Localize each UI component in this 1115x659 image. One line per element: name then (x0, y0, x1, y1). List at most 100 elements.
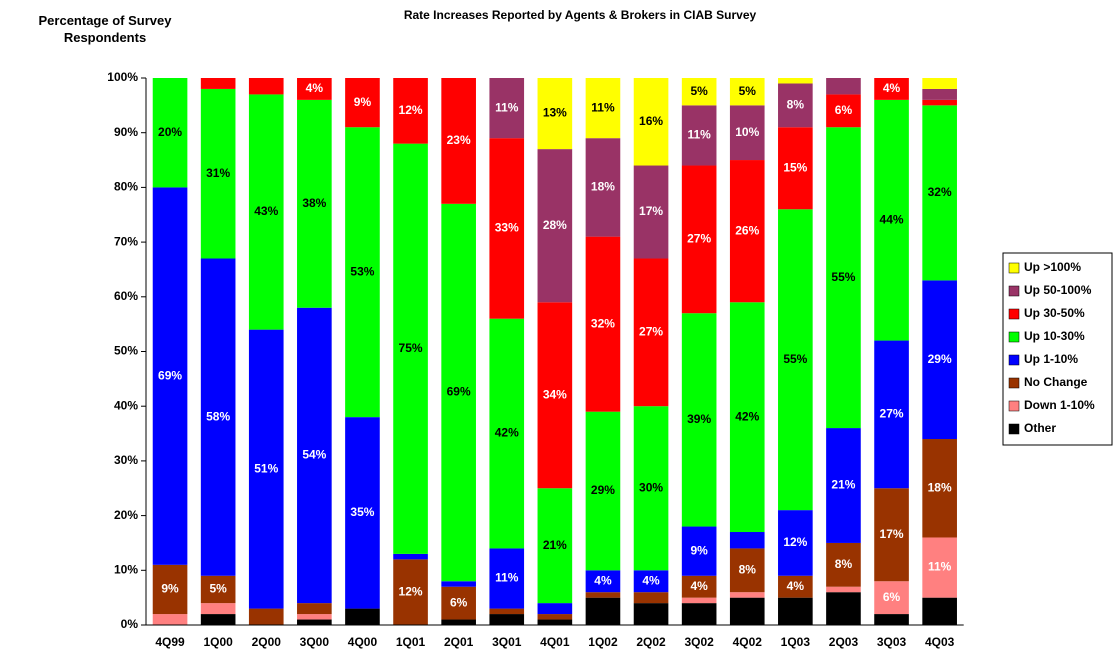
data-label: 51% (254, 461, 278, 475)
bar-segment (537, 603, 573, 615)
y-axis-title: Percentage of Survey Respondents (38, 13, 172, 45)
legend-label: Up >100% (1024, 260, 1081, 274)
bar-segment (489, 318, 525, 549)
bar-segment (585, 236, 621, 412)
bar-segment (248, 329, 284, 609)
legend-label: Up 1-10% (1024, 352, 1078, 366)
bar-segment (200, 575, 236, 604)
data-label: 9% (690, 543, 708, 557)
bar-segment (297, 603, 332, 615)
x-tick-label: 2Q02 (636, 635, 666, 649)
bar-segment (681, 165, 717, 314)
data-label: 5% (690, 84, 708, 98)
data-label: 27% (687, 232, 711, 246)
data-label: 20% (158, 125, 182, 139)
bar-segment (200, 78, 236, 89)
data-label: 27% (880, 407, 904, 421)
bar-segment (633, 78, 669, 166)
bar-segment (537, 488, 573, 604)
data-label: 26% (735, 223, 759, 237)
y-tick-label: 50% (114, 344, 138, 358)
x-tick-label: 2Q01 (444, 635, 474, 649)
chart-title: Rate Increases Reported by Agents & Brok… (403, 8, 757, 22)
x-tick-label: 3Q02 (684, 635, 714, 649)
data-label: 4% (642, 573, 660, 587)
bar-segment (297, 78, 332, 100)
y-tick-label: 0% (121, 617, 139, 631)
x-tick-label: 1Q00 (203, 635, 233, 649)
bar-segment (874, 614, 909, 625)
data-label: 4% (594, 573, 612, 587)
bar-segment (200, 88, 236, 259)
data-label: 15% (783, 160, 807, 174)
bar-segment (778, 575, 813, 598)
bar-segment (633, 603, 669, 625)
bar-segment (489, 138, 525, 319)
bar-segment (826, 542, 861, 587)
bar-segment (729, 592, 765, 598)
bar-segment (729, 78, 765, 106)
bar-segment (393, 143, 428, 554)
data-label: 69% (158, 368, 182, 382)
bar-segment (681, 597, 717, 604)
legend-swatch (1008, 423, 1020, 435)
bar-segment (922, 280, 957, 440)
bar-segment (826, 428, 861, 543)
x-tick-label: 2Q03 (829, 635, 859, 649)
y-tick-label: 70% (114, 234, 138, 248)
bar-segment (729, 160, 765, 303)
y-tick-label: 10% (114, 562, 138, 576)
legend-label: Down 1-10% (1024, 398, 1095, 412)
y-tick-label: 20% (114, 508, 138, 522)
bar-segment (729, 105, 765, 161)
bar-segment (922, 537, 957, 598)
bar-segment (393, 553, 428, 560)
data-label: 8% (787, 98, 805, 112)
bar-segment (681, 78, 717, 106)
data-label: 11% (928, 560, 952, 574)
bar-segment (441, 581, 476, 587)
x-tick-label: 4Q02 (733, 635, 763, 649)
data-label: 10% (735, 125, 759, 139)
data-label: 11% (591, 100, 615, 114)
legend-swatch (1008, 400, 1020, 412)
x-tick-label: 3Q01 (492, 635, 522, 649)
data-label: 55% (831, 270, 855, 284)
bar-segment (633, 570, 669, 593)
data-label: 12% (783, 535, 807, 549)
bar-segment (633, 592, 669, 604)
x-tick-label: 2Q00 (252, 635, 282, 649)
bar-segment (729, 597, 765, 625)
bar-segment (393, 559, 428, 625)
bar-segment (874, 340, 909, 489)
data-label: 18% (591, 180, 615, 194)
data-label: 4% (306, 81, 324, 95)
bar-segment (537, 78, 573, 150)
bar-segment (681, 105, 717, 166)
bar-segment (297, 307, 332, 604)
bar-segment (152, 187, 188, 565)
data-label: 16% (639, 114, 663, 128)
data-label: 29% (928, 352, 952, 366)
legend-label: Up 10-30% (1024, 329, 1085, 343)
bar-segment (778, 78, 813, 84)
bar-segment (345, 417, 380, 609)
data-label: 12% (399, 584, 423, 598)
bar-segment (393, 78, 428, 144)
bar-segment (441, 619, 476, 625)
bar-segment (874, 488, 909, 582)
bar-segment (922, 78, 957, 89)
legend-label: Up 30-50% (1024, 306, 1085, 320)
bar-segment (489, 608, 525, 615)
bar-segment (729, 532, 765, 549)
bar-segment (489, 614, 525, 625)
x-tick-label: 3Q00 (300, 635, 330, 649)
bar-segment (874, 78, 909, 100)
data-label: 6% (835, 103, 853, 117)
bar-segment (489, 78, 525, 139)
data-label: 12% (399, 103, 423, 117)
bar-segment (345, 608, 380, 625)
data-label: 53% (350, 264, 374, 278)
bar-segment (826, 127, 861, 429)
